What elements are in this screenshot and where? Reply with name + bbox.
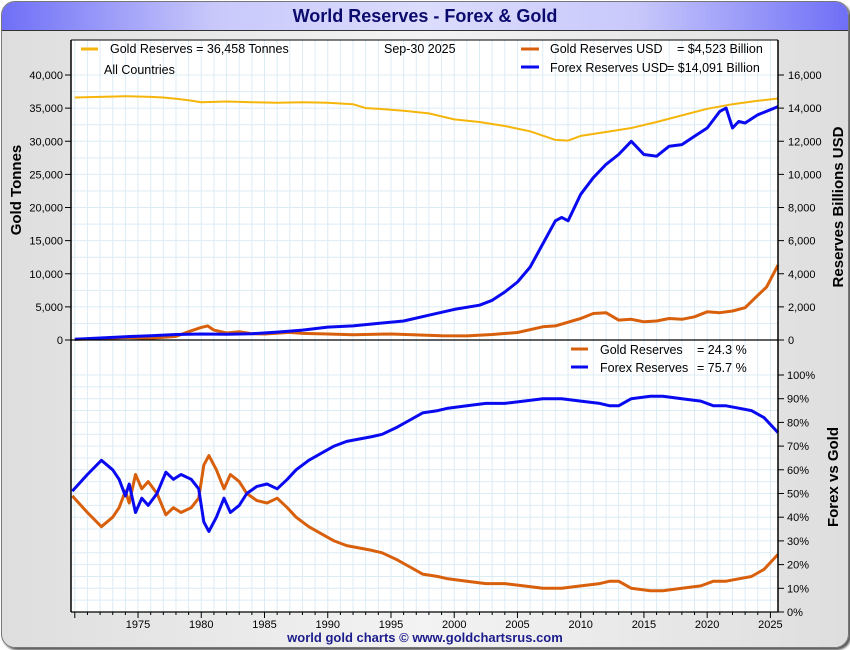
y-tick-label-pct: 90%: [787, 394, 809, 406]
series-group: [71, 95, 780, 593]
legend-date: Sep-30 2025: [384, 42, 456, 56]
y-tick-label-pct: 100%: [787, 370, 815, 382]
x-tick-label: 2005: [505, 619, 529, 631]
series-forex-usd-line: [74, 105, 779, 341]
x-tick-label: 1995: [379, 619, 403, 631]
y-tick-label-left: 25,000: [29, 169, 63, 181]
legend-subtitle: All Countries: [104, 63, 175, 77]
legend-gold-pct-value: = 24.3 %: [697, 343, 747, 357]
y-tick-label-pct: 50%: [787, 489, 809, 501]
legend-forex-usd-label: Forex Reserves USD: [550, 61, 668, 75]
y-tick-label-right: 16,000: [788, 70, 822, 82]
y-tick-label-pct: 20%: [787, 560, 809, 572]
x-tick-label: 1975: [126, 619, 150, 631]
y-tick-label-pct: 30%: [787, 536, 809, 548]
y-tick-label-right: 14,000: [788, 103, 822, 115]
series-gold-usd-line: [74, 264, 780, 341]
y-tick-label-left: 30,000: [29, 136, 63, 148]
y-tick-label-right: 0: [788, 335, 794, 347]
y-tick-label-left: 15,000: [29, 236, 63, 248]
legend-forex-usd-value: = $14,091 Billion: [667, 61, 760, 75]
y-tick-label-pct: 10%: [787, 583, 809, 595]
y-tick-label-pct: 0%: [787, 607, 803, 619]
y-tick-label-left: 10,000: [29, 269, 63, 281]
y-tick-label-pct: 70%: [787, 441, 809, 453]
legend-gold-usd-label: Gold Reserves USD: [550, 42, 663, 56]
y-tick-label-left: 35,000: [29, 103, 63, 115]
series-forex-pct-line: [71, 394, 780, 533]
y-tick-label-right: 8,000: [788, 203, 816, 215]
series-gold-tonnes-line: [74, 95, 779, 142]
top-legend: Gold Reserves = 36,458 Tonnes All Countr…: [81, 42, 763, 77]
x-tick-label: 2010: [568, 619, 592, 631]
y-tick-label-left: 20,000: [29, 203, 63, 215]
y-tick-label-left: 40,000: [29, 70, 63, 82]
x-tick-label: 1985: [252, 619, 276, 631]
y-tick-label-right: 2,000: [788, 302, 816, 314]
y-tick-label-pct: 40%: [787, 512, 809, 524]
y-tick-label-left: 5,000: [35, 302, 63, 314]
y-axis-label-right-bottom: Forex vs Gold: [825, 427, 842, 527]
y-tick-label-right: 4,000: [788, 269, 816, 281]
x-tick-label: 2015: [632, 619, 656, 631]
tick-group: 0 5,000 10,000 15,000 20,000 25,000 30,000 35,0…: [29, 70, 821, 631]
y-axis-label-right-top: Reserves Billions USD: [830, 126, 847, 287]
legend-gold-tonnes: Gold Reserves = 36,458 Tonnes: [110, 42, 289, 56]
footer-credit: world gold charts © www.goldchartsrus.co…: [287, 630, 563, 645]
legend-gold-usd-value: = $4,523 Billion: [677, 42, 763, 56]
x-tick-label: 2020: [695, 619, 719, 631]
x-tick-label: 1990: [316, 619, 340, 631]
y-tick-label-pct: 60%: [787, 465, 809, 477]
y-tick-label-right: 12,000: [788, 136, 822, 148]
legend-gold-pct-label: Gold Reserves: [600, 343, 683, 357]
y-tick-label-right: 10,000: [788, 169, 822, 181]
x-tick-label: 2000: [442, 619, 466, 631]
legend-forex-pct-label: Forex Reserves: [600, 361, 688, 375]
x-tick-label: 1980: [189, 619, 213, 631]
y-tick-label-left: 0: [57, 335, 63, 347]
y-tick-label-pct: 80%: [787, 417, 809, 429]
x-tick-label: 2025: [758, 619, 782, 631]
chart-title: World Reserves - Forex & Gold: [292, 6, 558, 26]
bottom-legend: Gold Reserves = 24.3 % Forex Reserves = …: [571, 343, 747, 375]
title-bar: World Reserves - Forex & Gold: [2, 2, 848, 31]
y-tick-label-right: 6,000: [788, 236, 816, 248]
y-axis-label-left: Gold Tonnes: [8, 145, 25, 236]
legend-forex-pct-value: = 75.7 %: [697, 361, 747, 375]
top-plot-area: [71, 40, 778, 340]
